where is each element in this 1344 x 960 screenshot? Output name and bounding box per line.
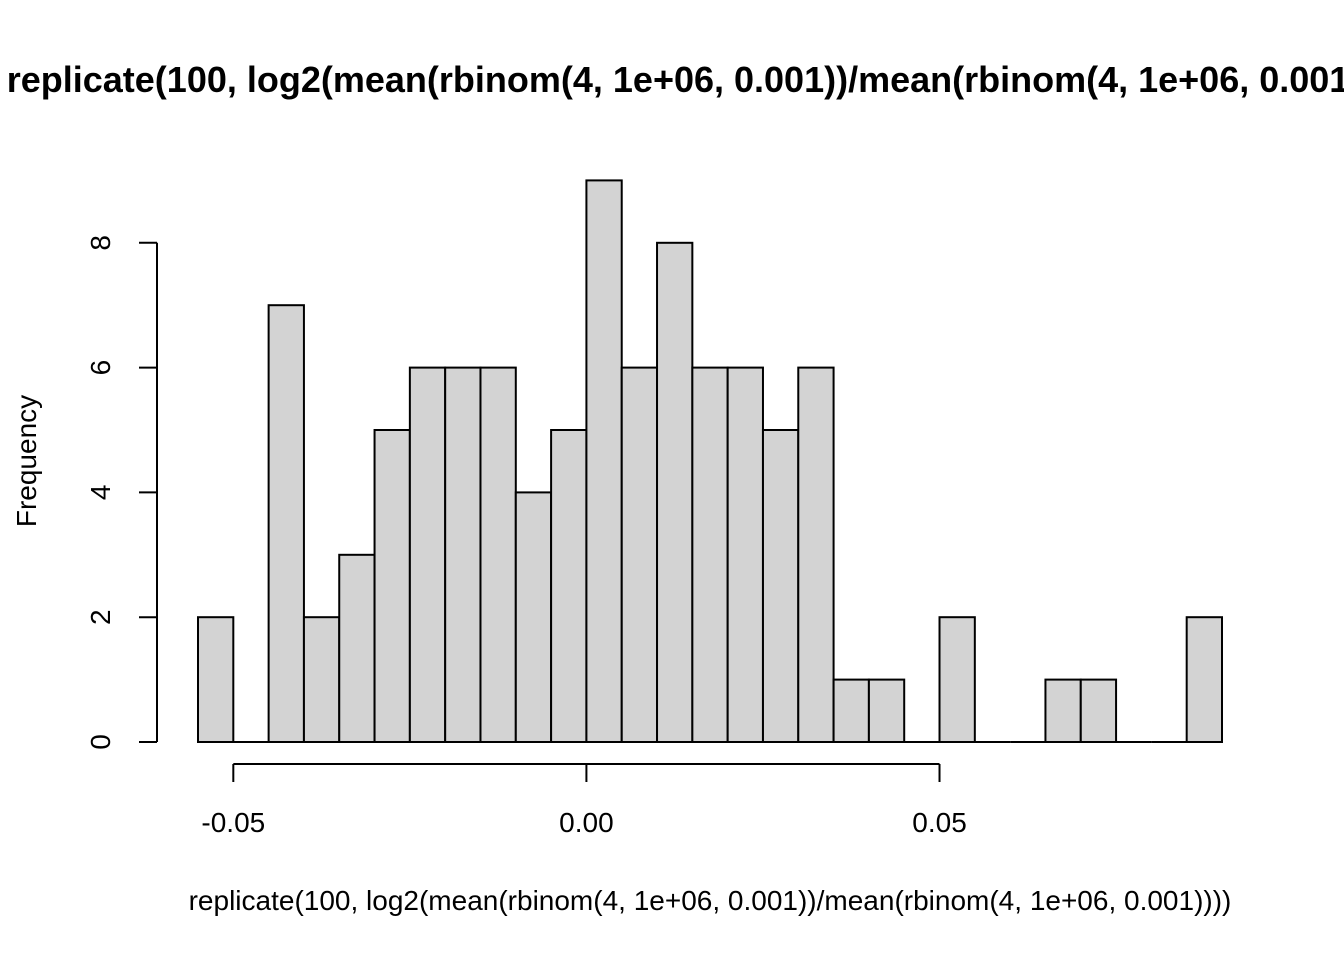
histogram-bar xyxy=(867,678,906,743)
histogram-bar xyxy=(302,616,341,744)
histogram-bar xyxy=(691,366,729,743)
histogram-bars xyxy=(197,179,1224,744)
histogram-bar xyxy=(373,429,411,743)
x-tick-label: 0.00 xyxy=(559,807,614,838)
x-axis-label: replicate(100, log2(mean(rbinom(4, 1e+06… xyxy=(189,885,1232,916)
histogram-bar xyxy=(938,616,976,744)
histogram-bar xyxy=(832,678,870,743)
y-axis: 0 2 4 6 8 xyxy=(85,235,158,750)
y-tick-label: 6 xyxy=(85,360,116,376)
histogram-bar xyxy=(267,304,305,743)
y-axis-label: Frequency xyxy=(11,395,42,527)
histogram-bar xyxy=(444,366,482,743)
y-tick-label: 4 xyxy=(85,485,116,501)
histogram-bar xyxy=(514,491,553,743)
x-tick-label: 0.05 xyxy=(912,807,967,838)
histogram-bar xyxy=(1079,678,1118,743)
histogram-bar xyxy=(797,366,835,743)
histogram-bar xyxy=(550,429,588,743)
histogram-bar xyxy=(197,616,235,744)
x-axis: -0.05 0.00 0.05 xyxy=(201,763,967,838)
y-tick-label: 2 xyxy=(85,609,116,625)
x-tick-label: -0.05 xyxy=(201,807,265,838)
histogram-bar xyxy=(585,179,623,743)
y-tick-label: 8 xyxy=(85,235,116,251)
histogram-bar xyxy=(656,241,694,744)
histogram-bar xyxy=(479,366,517,743)
y-tick-label: 0 xyxy=(85,734,116,750)
histogram-bar xyxy=(1185,616,1224,744)
histogram-bar xyxy=(726,366,764,743)
histogram-bar xyxy=(1044,678,1082,743)
histogram-bar xyxy=(761,429,800,743)
chart-title: Histogram of replicate(100, log2(mean(rb… xyxy=(0,59,1344,100)
histogram-bar xyxy=(338,553,376,743)
histogram-bar xyxy=(620,366,659,743)
histogram-bar xyxy=(408,366,447,743)
